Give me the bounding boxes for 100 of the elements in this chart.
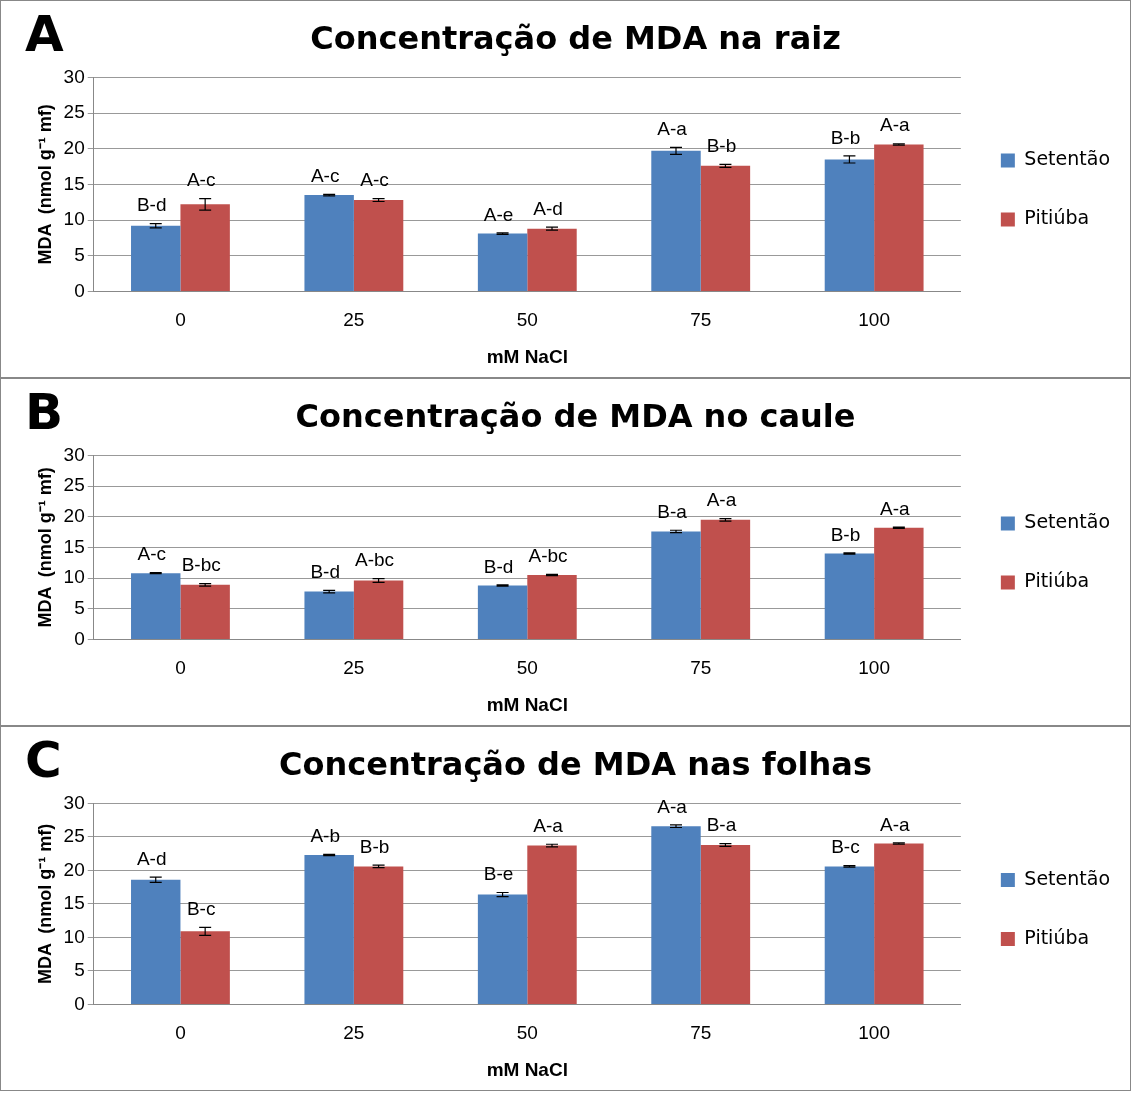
y-axis-title: MDA (nmol g⁻¹ mf)	[34, 467, 55, 628]
data-label: B-b	[706, 135, 737, 157]
bar	[477, 894, 528, 1004]
data-label: A-c	[186, 169, 216, 191]
bar	[824, 553, 875, 639]
bar	[477, 585, 528, 639]
bar	[874, 843, 924, 1004]
x-tick-label: 25	[343, 1022, 365, 1044]
data-label: B-c	[186, 898, 216, 920]
data-label: A-d	[136, 847, 167, 869]
legend-label: Pitiúba	[1024, 925, 1090, 948]
bar	[824, 159, 875, 291]
bar	[131, 879, 181, 1004]
y-tick-label: 0	[74, 992, 85, 1014]
bar	[477, 233, 528, 291]
y-tick-label: 15	[63, 892, 85, 914]
data-label: B-d	[483, 555, 514, 577]
bar	[180, 931, 230, 1004]
data-label: A-a	[657, 118, 688, 140]
x-tick-label: 50	[516, 657, 538, 679]
legend-label: Pitiúba	[1024, 206, 1090, 229]
data-label: A-c	[310, 165, 340, 187]
data-label: A-a	[533, 815, 564, 836]
text: A	[25, 4, 64, 63]
bar	[180, 584, 230, 639]
y-tick-label: 30	[63, 443, 85, 465]
y-tick-label: 0	[74, 627, 85, 649]
data-label: B-b	[830, 523, 861, 545]
bar	[651, 150, 701, 291]
data-label: B-a	[657, 500, 688, 522]
y-axis-title: MDA (nmol g⁻¹ mf)	[34, 104, 55, 265]
x-tick-label: 100	[858, 309, 890, 331]
legend-label: Pitiúba	[1024, 569, 1090, 592]
bar	[353, 200, 404, 291]
bar	[131, 225, 181, 291]
y-tick-label: 20	[63, 858, 85, 880]
y-tick-label: 25	[63, 474, 85, 496]
chart-title: Concentração de MDA no caule	[295, 396, 856, 435]
bar	[131, 573, 181, 639]
chart-title: Concentração de MDA na raiz	[310, 18, 841, 57]
x-tick-label: 100	[858, 657, 890, 679]
legend-label: Setentão	[1024, 510, 1111, 533]
y-tick-label: 25	[63, 825, 85, 847]
data-label: B-c	[831, 836, 860, 858]
bar	[874, 144, 924, 291]
bar	[304, 591, 354, 639]
y-tick-label: 5	[74, 243, 85, 265]
y-tick-label: 15	[63, 172, 85, 194]
y-tick-label: 30	[63, 791, 85, 813]
data-label: A-a	[880, 813, 911, 835]
data-label: B-d	[310, 561, 340, 583]
y-tick-label: 5	[74, 959, 85, 981]
data-label: B-d	[136, 194, 167, 216]
legend-label: Setentão	[1024, 866, 1111, 889]
y-tick-label: 0	[74, 279, 85, 301]
bar	[304, 854, 354, 1004]
bar	[180, 204, 230, 291]
x-tick-label: 25	[343, 309, 365, 331]
y-tick-label: 10	[63, 566, 85, 588]
bar	[527, 845, 577, 1004]
x-tick-label: 75	[690, 657, 712, 679]
x-tick-label: 75	[690, 1022, 712, 1044]
y-axis-title: MDA (nmol g⁻¹ mf)	[34, 823, 55, 985]
x-tick-label: 50	[516, 309, 538, 331]
text: C	[25, 730, 62, 789]
data-label: A-e	[483, 203, 514, 225]
data-label: A-a	[880, 114, 911, 136]
x-tick-label: 25	[343, 657, 365, 679]
bar	[353, 580, 404, 639]
bar	[651, 826, 701, 1004]
data-label: A-c	[360, 169, 389, 191]
x-tick-label: 100	[858, 1022, 890, 1044]
data-label: A-b	[310, 825, 340, 847]
x-axis-title: mM NaCl	[486, 345, 568, 367]
data-label: B-a	[706, 814, 737, 836]
data-label: A-bc	[528, 545, 568, 567]
y-tick-label: 30	[63, 65, 85, 87]
y-tick-label: 10	[63, 925, 85, 947]
data-label: A-bc	[355, 549, 395, 571]
y-tick-label: 25	[63, 101, 85, 123]
bar	[651, 531, 701, 639]
data-label: A-c	[137, 543, 166, 565]
data-label: A-a	[880, 497, 911, 519]
x-tick-label: 0	[175, 1022, 186, 1044]
y-tick-label: 15	[63, 535, 85, 557]
data-label: A-d	[533, 197, 563, 219]
legend-label: Setentão	[1024, 147, 1111, 170]
bar	[353, 866, 404, 1004]
data-label: B-b	[359, 835, 390, 857]
chart-title: Concentração de MDA nas folhas	[279, 744, 872, 783]
y-tick-label: 20	[63, 504, 85, 526]
bar	[700, 844, 751, 1004]
data-label: B-b	[830, 126, 861, 148]
bar	[824, 866, 875, 1004]
data-label: B-e	[483, 863, 514, 885]
bar	[700, 165, 751, 291]
x-tick-label: 75	[690, 309, 712, 331]
bar	[700, 519, 751, 639]
y-tick-label: 20	[63, 136, 85, 158]
x-axis-title: mM NaCl	[486, 693, 568, 715]
